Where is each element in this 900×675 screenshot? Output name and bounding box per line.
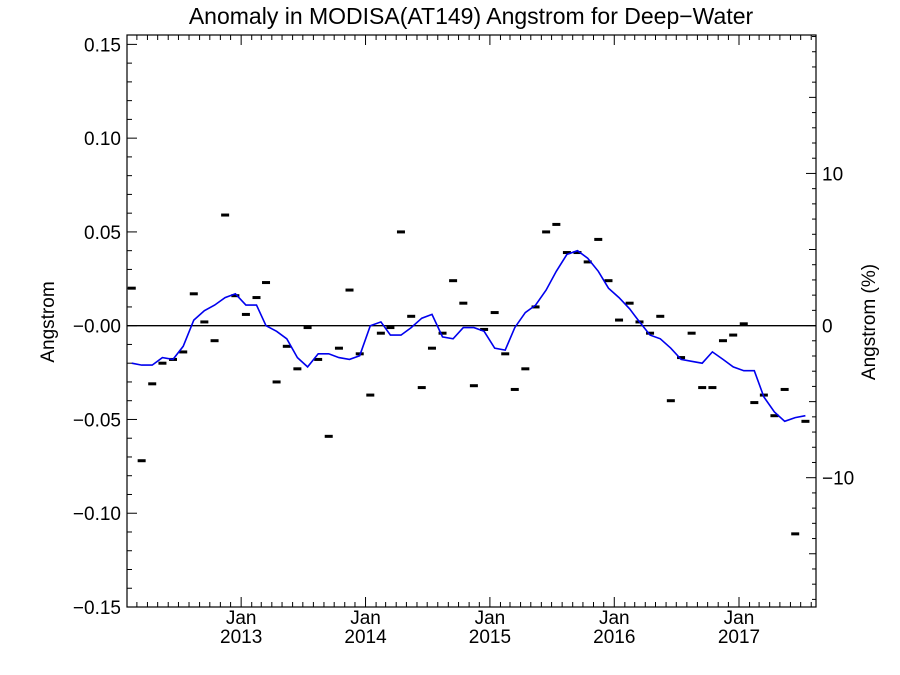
monthly-anomaly-marker bbox=[677, 356, 686, 360]
monthly-anomaly-marker bbox=[687, 331, 696, 335]
plot-frame bbox=[126, 34, 817, 608]
monthly-anomaly-marker bbox=[314, 357, 323, 361]
monthly-anomaly-marker bbox=[427, 346, 436, 350]
monthly-anomaly-marker bbox=[148, 382, 157, 386]
monthly-anomaly-marker bbox=[459, 301, 468, 305]
monthly-anomaly-marker bbox=[718, 339, 727, 343]
x-tick-month-label: Jan bbox=[475, 608, 506, 629]
left-tick-label: −0.10 bbox=[73, 504, 121, 525]
monthly-anomaly-marker bbox=[303, 326, 312, 330]
x-tick-year-label: 2014 bbox=[344, 627, 387, 648]
monthly-anomaly-marker bbox=[221, 213, 230, 217]
monthly-anomaly-marker bbox=[750, 401, 759, 405]
left-tick-label: −0.00 bbox=[73, 317, 121, 338]
y2-axis-label: Angstrom (%) bbox=[859, 264, 880, 380]
monthly-anomaly-marker bbox=[262, 281, 271, 285]
monthly-anomaly-marker bbox=[583, 260, 592, 264]
monthly-anomaly-marker bbox=[252, 296, 261, 300]
y-axis-label: Angstrom bbox=[38, 281, 59, 362]
monthly-anomaly-marker bbox=[656, 314, 665, 318]
monthly-anomaly-marker bbox=[386, 326, 395, 330]
monthly-anomaly-marker bbox=[594, 237, 603, 241]
monthly-anomaly-marker bbox=[396, 230, 405, 234]
left-y-axis: 0.15 0.10 0.05 −0.00 −0.05 −0.10 −0.15 bbox=[73, 35, 137, 619]
left-tick-label: 0.15 bbox=[84, 35, 121, 56]
monthly-anomaly-marker bbox=[189, 292, 198, 296]
right-tick-label: 0 bbox=[822, 317, 833, 338]
x-tick-month-label: Jan bbox=[599, 608, 630, 629]
monthly-anomaly-marker bbox=[324, 434, 333, 438]
monthly-anomaly-marker bbox=[780, 387, 789, 391]
monthly-anomaly-marker bbox=[521, 367, 530, 371]
running-mean-line bbox=[131, 249, 806, 423]
monthly-anomaly-marker bbox=[376, 331, 385, 335]
monthly-anomaly-marker bbox=[801, 419, 810, 423]
monthly-anomaly-marker bbox=[282, 344, 291, 348]
monthly-anomaly-marker bbox=[770, 414, 779, 418]
monthly-anomaly-marker bbox=[490, 311, 499, 315]
monthly-anomaly-marker bbox=[729, 333, 738, 337]
monthly-anomaly-marker bbox=[438, 331, 447, 335]
x-tick-year-label: 2013 bbox=[220, 627, 262, 648]
monthly-anomaly-marker bbox=[604, 279, 613, 283]
monthly-anomaly-marker bbox=[698, 386, 707, 390]
chart-title: Anomaly in MODISA(AT149) Angstrom for De… bbox=[189, 3, 754, 29]
monthly-anomaly-marker bbox=[739, 322, 748, 326]
monthly-anomaly-marker bbox=[791, 532, 800, 536]
right-tick-label: 10 bbox=[822, 164, 843, 185]
monthly-anomaly-marker bbox=[366, 393, 375, 397]
monthly-anomaly-marker bbox=[449, 279, 458, 283]
monthly-anomaly-marker bbox=[293, 367, 302, 371]
monthly-anomaly-marker bbox=[666, 399, 675, 403]
monthly-anomaly-marker bbox=[573, 251, 582, 255]
monthly-anomaly-marker bbox=[137, 459, 146, 463]
monthly-anomaly-marker bbox=[469, 384, 478, 388]
monthly-anomaly-marker bbox=[708, 386, 717, 390]
monthly-anomaly-marker bbox=[158, 361, 167, 365]
right-tick-label: −10 bbox=[822, 469, 854, 490]
monthly-anomaly-marker bbox=[531, 305, 540, 309]
monthly-anomaly-marker bbox=[179, 350, 188, 354]
monthly-anomaly-marker bbox=[127, 286, 136, 290]
monthly-anomaly-marker bbox=[345, 288, 354, 292]
monthly-anomaly-marker bbox=[407, 314, 416, 318]
plot-area bbox=[127, 213, 816, 536]
left-tick-label: −0.15 bbox=[73, 598, 121, 619]
monthly-anomaly-marker bbox=[241, 312, 250, 316]
left-tick-label: 0.10 bbox=[84, 129, 121, 150]
monthly-anomaly-marker bbox=[625, 301, 634, 305]
monthly-anomaly-marker bbox=[480, 327, 489, 331]
x-tick-year-label: 2015 bbox=[469, 627, 511, 648]
monthly-anomaly-marker bbox=[501, 352, 510, 356]
x-tick-year-label: 2016 bbox=[593, 627, 635, 648]
left-tick-label: −0.05 bbox=[73, 410, 121, 431]
monthly-anomaly-marker bbox=[646, 331, 655, 335]
x-tick-year-label: 2017 bbox=[718, 627, 760, 648]
monthly-anomaly-marker bbox=[615, 318, 624, 322]
monthly-anomaly-marker bbox=[552, 222, 561, 226]
monthly-anomaly-marker bbox=[272, 380, 281, 384]
monthly-anomaly-marker bbox=[510, 387, 519, 391]
left-tick-label: 0.05 bbox=[84, 223, 121, 244]
monthly-anomaly-marker bbox=[200, 320, 209, 324]
monthly-anomaly-marker bbox=[542, 230, 551, 234]
x-tick-month-label: Jan bbox=[226, 608, 257, 629]
x-tick-month-label: Jan bbox=[350, 608, 381, 629]
x-tick-month-label: Jan bbox=[724, 608, 755, 629]
monthly-anomaly-marker bbox=[562, 251, 571, 255]
monthly-anomaly-marker bbox=[334, 346, 343, 350]
monthly-anomaly-marker bbox=[417, 386, 426, 390]
monthly-anomaly-marker bbox=[231, 294, 240, 298]
monthly-anomaly-marker bbox=[210, 339, 219, 343]
right-y-axis: 10 0 −10 bbox=[806, 36, 854, 600]
